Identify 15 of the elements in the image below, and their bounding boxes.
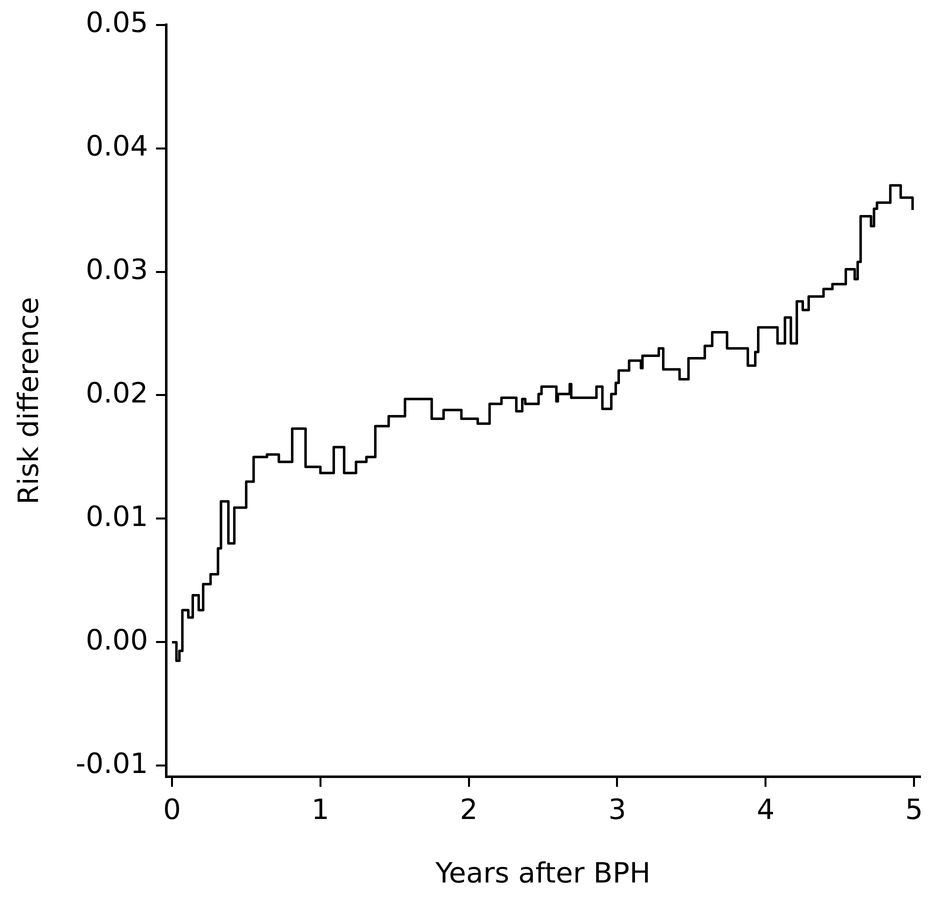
y-tick-label: 0.03 <box>86 253 148 286</box>
y-axis-title: Risk difference <box>12 297 46 505</box>
x-tick-label: 4 <box>756 792 775 826</box>
y-tick-label: 0.01 <box>86 500 148 534</box>
y-tick-label: 0.05 <box>86 6 148 40</box>
x-tick-label: 0 <box>163 792 181 826</box>
y-tick-label: 0.02 <box>86 376 148 410</box>
y-tick-label: 0.04 <box>86 130 148 163</box>
x-tick-label: 2 <box>460 792 478 826</box>
x-tick-label: 1 <box>311 792 330 826</box>
x-tick-label: 5 <box>905 792 923 826</box>
y-tick-label: -0.01 <box>76 746 148 780</box>
x-axis-title: Years after BPH <box>434 856 651 890</box>
x-tick-label: 3 <box>608 792 626 826</box>
y-tick-label: 0.00 <box>86 623 148 656</box>
